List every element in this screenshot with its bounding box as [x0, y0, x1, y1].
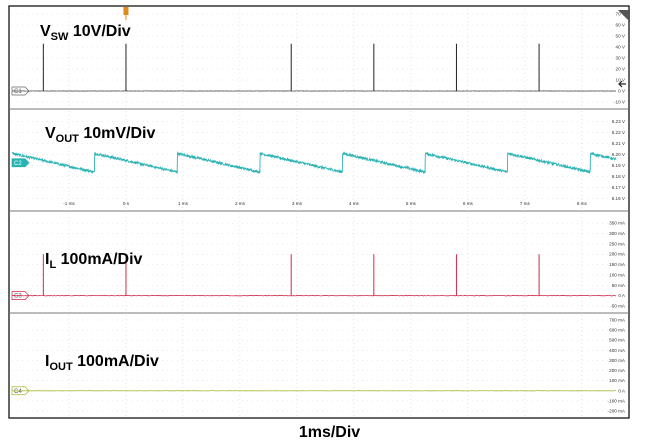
time-division-label: 1ms/Div: [298, 424, 361, 441]
title-subscript: SW: [51, 31, 69, 43]
x-tick-label: 0 s: [123, 201, 130, 206]
y-tick-label: 6.16 V: [612, 196, 626, 201]
y-tick-label: -200 mA: [608, 409, 626, 414]
panel-grid: [12, 315, 616, 416]
title-subscript: OUT: [56, 133, 80, 145]
y-tick-label: 10 V: [616, 78, 626, 83]
x-tick-label: 5 ms: [406, 201, 417, 206]
y-tick-label: 400 mA: [609, 348, 626, 353]
title-main: I: [45, 353, 49, 370]
x-tick-label: 3 ms: [292, 201, 303, 206]
y-tick-label: 250 mA: [609, 241, 626, 246]
panel-c4: 700 mA 600 mA 500 mA 400 mA 300 mA 200 mA 100 …: [9, 312, 629, 416]
y-tick-label: 6.20 V: [612, 152, 626, 157]
y-tick-label: 350 mA: [609, 221, 626, 226]
x-tick-label: 4 ms: [349, 201, 360, 206]
channel-marker-text: C2: [14, 161, 22, 167]
y-tick-label: 6.19 V: [612, 163, 626, 168]
y-tick-label: 0 V: [618, 89, 626, 94]
y-tick-label: 20 V: [616, 67, 626, 72]
trigger-level-arrow-icon: [618, 80, 626, 88]
title-scale: 100mA/Div: [73, 353, 159, 370]
x-tick-label: 8 ms: [577, 201, 588, 206]
y-tick-label: -100 mA: [608, 398, 626, 403]
panel-title-c3: IL 100mA/Div: [45, 251, 143, 271]
panel-c2: 6.23 V 6.22 V 6.21 V 6.20 V 6.19 V 6.18 V 6.17…: [9, 108, 629, 209]
title-scale: 10mV/Div: [79, 125, 156, 142]
y-tick-label: 6.23 V: [612, 119, 626, 124]
channel-marker-text: C3: [14, 294, 22, 300]
y-tick-label: 50 mA: [612, 283, 626, 288]
y-tick-label: 6.18 V: [612, 174, 626, 179]
title-main: V: [40, 23, 51, 40]
y-tick-label: 6.17 V: [612, 185, 626, 190]
y-tick-label: 200 mA: [609, 368, 626, 373]
trigger-marker: [123, 7, 129, 15]
panel-grid: [12, 111, 616, 209]
y-tick-label: 30 V: [616, 56, 626, 61]
channel-marker-text: C1: [14, 89, 22, 95]
title-subscript: L: [49, 259, 56, 271]
channel-marker-text: C4: [14, 389, 22, 395]
x-tick-label: 6 ms: [463, 201, 474, 206]
y-tick-label: 50 V: [616, 34, 626, 39]
y-tick-label: 100 mA: [609, 272, 626, 277]
panel-title-c4: IOUT 100mA/Div: [45, 353, 159, 373]
x-tick-label: -1 ms: [63, 201, 75, 206]
title-main: I: [45, 251, 49, 268]
channel-marker-c2: C2: [11, 158, 30, 168]
y-tick-label: 700 mA: [609, 318, 626, 323]
scope-frame: [8, 5, 630, 419]
x-tick-label: 2 ms: [235, 201, 246, 206]
trace-c2: [11, 151, 617, 175]
title-scale: 10V/Div: [68, 23, 130, 40]
y-tick-label: 6.22 V: [612, 130, 626, 135]
channel-marker-shape: [11, 158, 30, 168]
y-tick-label: 100 mA: [609, 378, 626, 383]
y-tick-label: -50 mA: [610, 304, 626, 309]
trace-c3: [11, 294, 617, 297]
y-tick-label: -10 V: [614, 100, 626, 105]
y-tick-label: 0 A: [618, 293, 626, 298]
y-tick-label: 300 mA: [609, 231, 626, 236]
y-tick-label: 70 V: [616, 12, 626, 17]
y-tick-label: 60 V: [616, 23, 626, 28]
x-tick-label: 7 ms: [520, 201, 531, 206]
title-subscript: OUT: [49, 361, 73, 373]
y-tick-label: 40 V: [616, 45, 626, 50]
panel-title-c1: VSW 10V/Div: [40, 23, 131, 43]
y-tick-label: 200 mA: [609, 252, 626, 257]
y-tick-label: 300 mA: [609, 358, 626, 363]
time-axis-labels: -1 ms 0 s 1 ms 2 ms 3 ms 4 ms 5 ms 6 ms 7 ms 8 ms: [63, 201, 587, 206]
y-tick-label: 150 mA: [609, 262, 626, 267]
corner-indicator-icon: [618, 10, 630, 22]
y-tick-label: 500 mA: [609, 338, 626, 343]
y-tick-label: 0 A: [618, 388, 626, 393]
panel-c1: 70 V 60 V 50 V 40 V 30 V 20 V 10 V 0 V -10 V C1 VS…: [11, 9, 626, 107]
x-tick-label: 1 ms: [178, 201, 189, 206]
title-main: V: [45, 125, 56, 142]
title-scale: 100mA/Div: [56, 251, 142, 268]
panel-title-c2: VOUT 10mV/Div: [45, 125, 155, 145]
y-tick-label: 6.21 V: [612, 141, 626, 146]
y-tick-label: 600 mA: [609, 328, 626, 333]
panel-c3: 350 mA 300 mA 250 mA 200 mA 150 mA 100 mA 50 m…: [9, 210, 629, 311]
